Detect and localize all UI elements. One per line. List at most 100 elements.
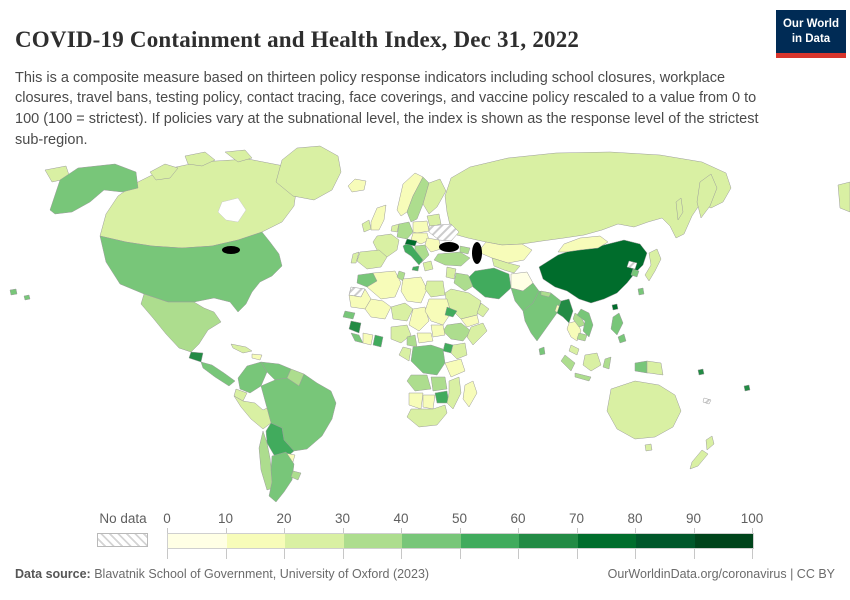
country-caucasus[interactable] [459, 245, 471, 255]
country-portugal[interactable] [350, 251, 360, 264]
country-china[interactable] [611, 303, 619, 311]
owid-logo[interactable]: Our World in Data [776, 10, 846, 58]
country-australia[interactable] [606, 380, 682, 440]
country-eritrea[interactable] [444, 306, 458, 318]
country-cuba[interactable] [230, 343, 253, 354]
country-yemen[interactable] [460, 314, 480, 328]
country-namibia[interactable] [408, 392, 424, 410]
country-uruguay[interactable] [290, 470, 302, 481]
country-central-america[interactable] [200, 361, 236, 387]
country-new-zealand[interactable] [705, 435, 715, 451]
country-new-caledonia[interactable] [702, 397, 712, 405]
country-hawaii[interactable] [9, 288, 18, 296]
legend-colorbar[interactable] [167, 533, 754, 549]
country-vietnam[interactable] [576, 308, 594, 338]
country-finland[interactable] [422, 178, 447, 215]
country-papua-indonesia[interactable] [634, 360, 648, 374]
country-zimbabwe[interactable] [434, 390, 450, 404]
country-mozambique[interactable] [446, 376, 462, 410]
country-russia[interactable] [696, 173, 718, 219]
country-ukraine[interactable] [428, 223, 460, 242]
country-kazakhstan[interactable] [477, 241, 533, 264]
country-italy[interactable] [411, 265, 420, 272]
country-new-zealand[interactable] [689, 449, 709, 470]
country-peru[interactable] [233, 395, 272, 430]
country-nepal[interactable] [540, 290, 552, 298]
country-oman[interactable] [476, 302, 490, 318]
country-drc[interactable] [410, 344, 446, 376]
country-libya[interactable] [400, 276, 428, 304]
country-malaysia[interactable] [568, 344, 580, 356]
country-algeria[interactable] [366, 270, 402, 300]
country-levant[interactable] [445, 266, 457, 280]
country-greece[interactable] [422, 260, 434, 272]
country-china[interactable] [538, 239, 648, 304]
country-australia[interactable] [644, 443, 653, 452]
country-canada[interactable] [184, 151, 216, 167]
country-philippines[interactable] [610, 312, 624, 336]
country-chad[interactable] [408, 306, 430, 332]
country-hawaii[interactable] [23, 294, 31, 301]
country-nigeria[interactable] [390, 324, 412, 344]
country-angola[interactable] [406, 374, 432, 392]
country-turkey[interactable] [433, 251, 471, 267]
country-south-korea[interactable] [630, 268, 640, 278]
country-iran[interactable] [468, 267, 512, 300]
country-mexico[interactable] [140, 293, 222, 353]
country-russia[interactable] [444, 151, 732, 246]
country-cambodia[interactable] [576, 332, 588, 342]
country-guinea[interactable] [348, 320, 362, 334]
country-solomon[interactable] [697, 368, 705, 376]
country-central-asia[interactable] [491, 257, 521, 274]
country-japan[interactable] [644, 248, 662, 282]
country-sumatra[interactable] [560, 354, 576, 372]
country-russia[interactable] [837, 181, 850, 213]
country-sierra-liberia[interactable] [350, 332, 364, 344]
country-benelux[interactable] [390, 223, 400, 233]
country-germany[interactable] [396, 221, 414, 240]
country-taiwan[interactable] [637, 287, 645, 296]
country-hispaniola[interactable] [251, 353, 263, 361]
country-botswana[interactable] [422, 394, 436, 410]
country-greenland[interactable] [275, 145, 342, 201]
country-romania-bulgaria[interactable] [424, 237, 442, 253]
country-somalia[interactable] [466, 322, 488, 346]
country-sri-lanka[interactable] [538, 346, 546, 356]
country-cameroon[interactable] [406, 334, 418, 348]
country-madagascar[interactable] [462, 380, 478, 408]
country-png[interactable] [646, 360, 664, 376]
country-egypt[interactable] [424, 280, 446, 298]
country-mongolia[interactable] [557, 235, 609, 253]
country-borneo[interactable] [582, 352, 602, 372]
country-south-sudan[interactable] [430, 324, 446, 338]
country-niger[interactable] [390, 302, 414, 322]
country-ghana[interactable] [372, 334, 384, 348]
country-usa[interactable] [49, 163, 139, 215]
country-philippines[interactable] [617, 333, 627, 344]
country-south-africa[interactable] [406, 404, 448, 428]
country-car[interactable] [416, 332, 434, 344]
country-kenya[interactable] [450, 342, 468, 360]
country-senegal[interactable] [342, 310, 356, 320]
country-north-korea[interactable] [626, 260, 638, 270]
country-zambia[interactable] [430, 376, 448, 392]
country-uk[interactable] [370, 204, 387, 231]
country-russia[interactable] [675, 197, 684, 221]
country-baltics[interactable] [426, 213, 442, 228]
country-guatemala[interactable] [188, 351, 204, 363]
country-tanzania[interactable] [444, 358, 466, 378]
country-canada[interactable] [149, 163, 179, 181]
country-iceland[interactable] [347, 178, 367, 193]
country-canada[interactable] [224, 149, 253, 163]
country-colombia[interactable] [237, 361, 268, 394]
country-ireland[interactable] [361, 219, 372, 233]
country-fiji[interactable] [743, 384, 751, 392]
country-spain[interactable] [356, 249, 388, 270]
country-java[interactable] [574, 372, 592, 382]
country-brazil[interactable] [260, 373, 337, 452]
country-austria-slovenia[interactable] [404, 238, 418, 247]
country-sulawesi[interactable] [602, 356, 612, 370]
country-argentina[interactable] [268, 451, 295, 503]
country-congo-gabon[interactable] [398, 346, 412, 362]
owid-link[interactable]: OurWorldinData.org/coronavirus | CC BY [607, 567, 835, 581]
